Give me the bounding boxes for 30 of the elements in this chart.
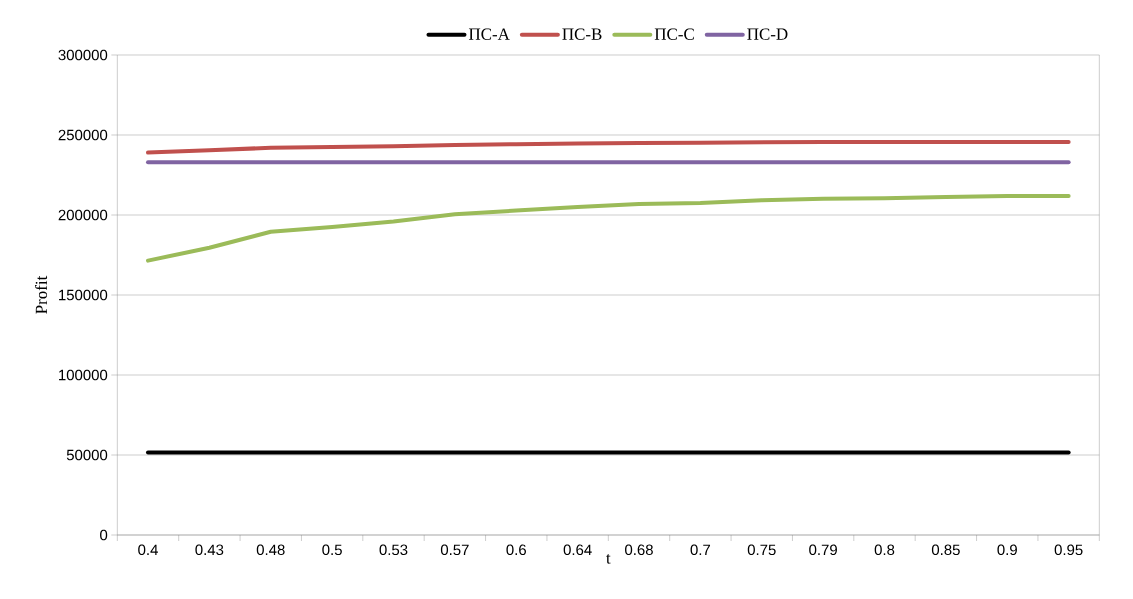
x-tick-label: 0.95 xyxy=(1054,544,1083,556)
y-tick-label: 200000 xyxy=(58,209,108,221)
x-tick-label: 0.79 xyxy=(809,544,837,556)
x-tick-label: 0.6 xyxy=(506,544,526,556)
y-tick-label: 150000 xyxy=(59,289,108,301)
x-tick-label: 0.68 xyxy=(625,544,653,556)
x-tick-label: 0.57 xyxy=(440,544,469,556)
legend-label: ПС-D xyxy=(747,28,788,40)
y-tick-label: 300000 xyxy=(58,49,108,61)
x-tick-label: 0.85 xyxy=(931,544,960,556)
line-series xyxy=(146,194,1071,263)
legend-label: ПС-B xyxy=(562,28,602,40)
x-tick-label: 0.7 xyxy=(690,544,711,556)
x-axis-title: t xyxy=(606,553,611,564)
legend-label: ПС-C xyxy=(654,28,694,40)
x-tick-label: 0.9 xyxy=(997,544,1017,556)
x-tick-label: 0.43 xyxy=(195,544,224,556)
x-tick-label: 0.5 xyxy=(322,544,342,556)
y-tick-label: 0 xyxy=(100,529,108,541)
x-tick-label: 0.53 xyxy=(379,544,408,556)
legend-label: ПС-A xyxy=(468,28,510,40)
y-tick-label: 100000 xyxy=(59,369,108,381)
x-tick-label: 0.48 xyxy=(256,544,285,556)
x-tick-label: 0.75 xyxy=(747,544,776,556)
y-tick-label: 250000 xyxy=(58,129,108,141)
x-tick-label: 0.8 xyxy=(874,544,895,556)
y-axis-title: Profit xyxy=(35,275,48,314)
y-tick-label: 50000 xyxy=(66,449,108,461)
x-tick-label: 0.64 xyxy=(563,544,592,556)
x-tick-label: 0.4 xyxy=(138,544,158,556)
